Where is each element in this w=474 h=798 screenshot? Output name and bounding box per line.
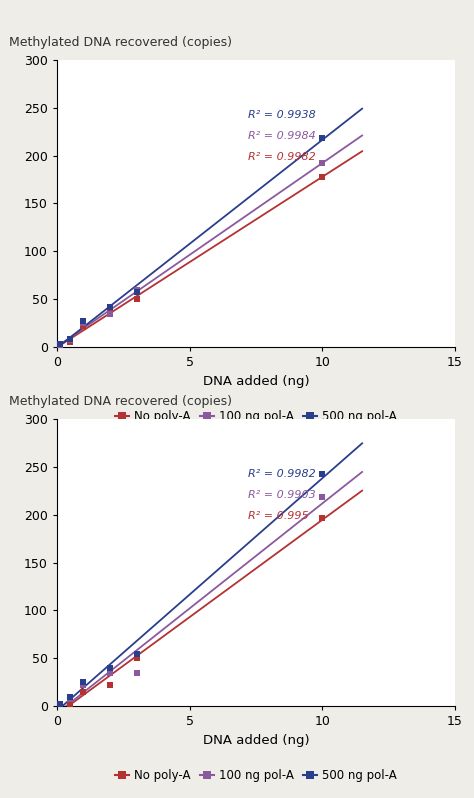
X-axis label: DNA added (ng): DNA added (ng) xyxy=(203,734,309,747)
Point xyxy=(80,676,87,689)
Point xyxy=(56,339,64,352)
Text: R² = 0.9903: R² = 0.9903 xyxy=(248,490,316,500)
Point xyxy=(106,662,114,674)
Point xyxy=(66,333,74,346)
Point xyxy=(319,491,326,504)
Point xyxy=(133,666,140,679)
Text: R² = 0.9982: R² = 0.9982 xyxy=(248,468,316,479)
Point xyxy=(319,157,326,170)
Point xyxy=(133,647,140,660)
Point xyxy=(319,132,326,144)
Point xyxy=(319,468,326,481)
Point xyxy=(319,512,326,524)
Point xyxy=(133,293,140,306)
Legend: No poly-A, 100 ng pol-A, 500 ng pol-A: No poly-A, 100 ng pol-A, 500 ng pol-A xyxy=(110,764,401,787)
Legend: No poly-A, 100 ng pol-A, 500 ng pol-A: No poly-A, 100 ng pol-A, 500 ng pol-A xyxy=(110,405,401,428)
Point xyxy=(106,301,114,314)
Point xyxy=(56,699,64,712)
Point xyxy=(66,334,74,347)
Text: Methylated DNA recovered (copies): Methylated DNA recovered (copies) xyxy=(9,395,232,408)
Point xyxy=(66,698,74,711)
Point xyxy=(80,679,87,692)
Point xyxy=(80,320,87,333)
Point xyxy=(319,170,326,183)
Point xyxy=(56,700,64,713)
Point xyxy=(66,336,74,349)
Point xyxy=(80,685,87,698)
Point xyxy=(56,338,64,350)
Point xyxy=(66,692,74,705)
Point xyxy=(56,698,64,711)
Point xyxy=(56,340,64,353)
Point xyxy=(80,315,87,328)
Text: Methylated DNA recovered (copies): Methylated DNA recovered (copies) xyxy=(9,36,232,49)
Point xyxy=(80,317,87,330)
Point xyxy=(106,679,114,692)
X-axis label: DNA added (ng): DNA added (ng) xyxy=(203,375,309,388)
Text: R² = 0.9982: R² = 0.9982 xyxy=(248,152,316,162)
Point xyxy=(106,304,114,317)
Point xyxy=(106,666,114,679)
Text: R² = 0.9984: R² = 0.9984 xyxy=(248,131,316,140)
Point xyxy=(133,283,140,296)
Text: R² = 0.995: R² = 0.995 xyxy=(248,511,309,521)
Text: R² = 0.9938: R² = 0.9938 xyxy=(248,109,316,120)
Point xyxy=(66,690,74,703)
Point xyxy=(133,285,140,298)
Point xyxy=(133,652,140,665)
Point xyxy=(106,307,114,320)
